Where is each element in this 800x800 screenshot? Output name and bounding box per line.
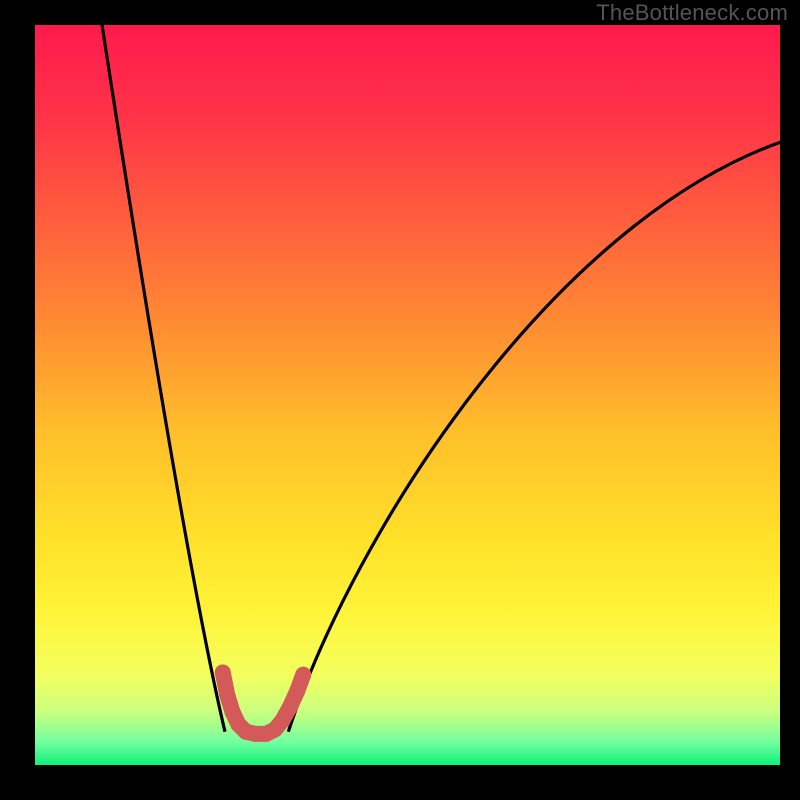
curve-layer (35, 25, 780, 765)
chart-frame: TheBottleneck.com (0, 0, 800, 800)
plot-area (35, 25, 780, 765)
bottleneck-curve-right (288, 140, 780, 732)
optimal-marker (215, 665, 311, 742)
bottleneck-curve-left (102, 25, 225, 732)
watermark-text: TheBottleneck.com (596, 0, 788, 26)
